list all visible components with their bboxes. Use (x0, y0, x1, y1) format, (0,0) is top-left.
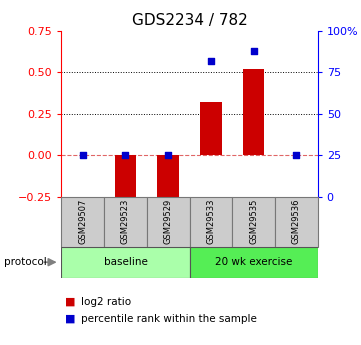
Text: 20 wk exercise: 20 wk exercise (215, 257, 292, 267)
Text: protocol: protocol (4, 257, 46, 267)
Bar (61, 197, 104, 247)
Text: log2 ratio: log2 ratio (81, 297, 131, 307)
Bar (157, 155, 179, 200)
Bar (147, 197, 190, 247)
Title: GDS2234 / 782: GDS2234 / 782 (132, 13, 247, 29)
Bar (61, 247, 190, 278)
Text: ■: ■ (65, 314, 75, 324)
Text: GSM29533: GSM29533 (206, 199, 216, 244)
Bar (275, 197, 318, 247)
Text: percentile rank within the sample: percentile rank within the sample (81, 314, 257, 324)
Text: baseline: baseline (104, 257, 147, 267)
Point (293, 152, 299, 158)
Text: GSM29535: GSM29535 (249, 199, 258, 244)
Bar (115, 155, 136, 201)
Bar (190, 197, 232, 247)
Text: GSM29523: GSM29523 (121, 199, 130, 244)
Text: GSM29529: GSM29529 (164, 199, 173, 244)
Bar (232, 197, 275, 247)
Point (251, 48, 256, 54)
Point (208, 58, 214, 63)
Point (80, 152, 86, 158)
Text: GSM29536: GSM29536 (292, 199, 301, 244)
Point (123, 152, 129, 158)
Bar (200, 102, 222, 155)
Bar (243, 69, 264, 155)
Point (165, 152, 171, 158)
Text: ■: ■ (65, 297, 75, 307)
Bar (190, 247, 318, 278)
Text: GSM29507: GSM29507 (78, 199, 87, 244)
Bar (104, 197, 147, 247)
